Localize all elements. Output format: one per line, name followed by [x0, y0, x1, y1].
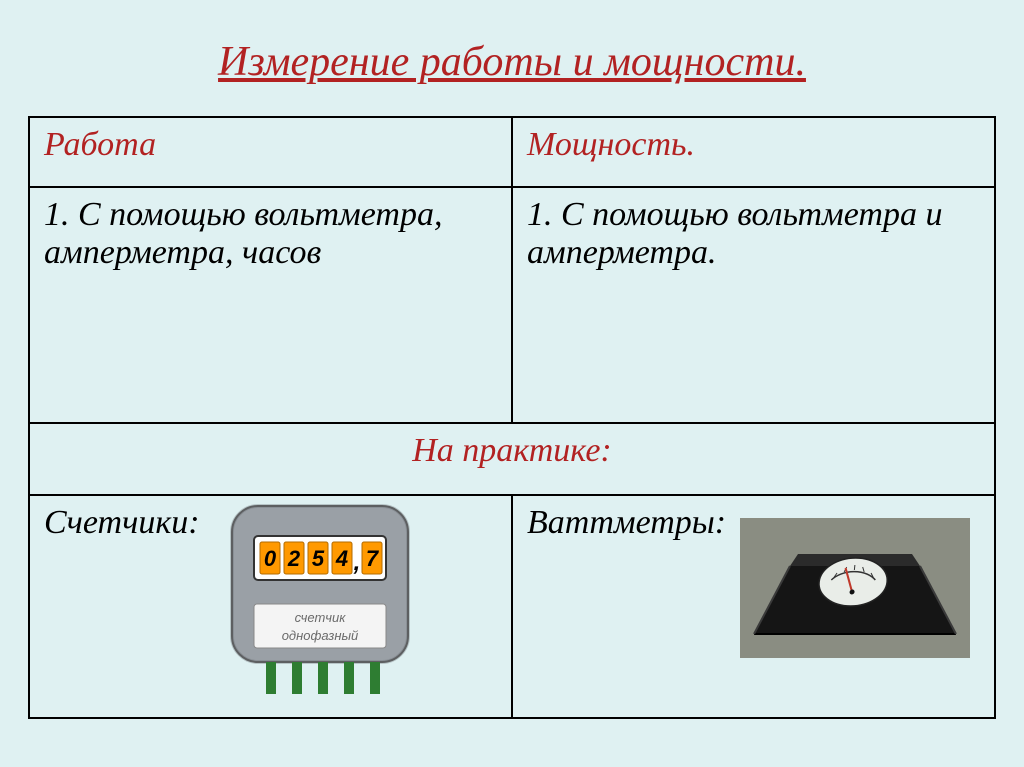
cell-counter: Счетчики: 0 2: [29, 495, 512, 718]
svg-text:5: 5: [311, 546, 324, 571]
measurement-table: Работа Мощность. 1. С помощью вольтметра…: [28, 116, 996, 719]
practice-label: На практике:: [29, 423, 995, 495]
cell-wattmeter: Ваттметры:: [512, 495, 995, 718]
counter-icon: 0 2 5 4 , 7: [210, 500, 430, 709]
wattmeter-icon: [740, 518, 970, 667]
table-header-row: Работа Мощность.: [29, 117, 995, 187]
col-header-left: Работа: [29, 117, 512, 187]
col-header-right: Мощность.: [512, 117, 995, 187]
svg-text:4: 4: [334, 546, 347, 571]
cell-power-method: 1. С помощью вольтметра и амперметра.: [512, 187, 995, 423]
page-title: Измерение работы и мощности.: [28, 38, 996, 86]
cell-work-method: 1. С помощью вольтметра, амперметра, час…: [29, 187, 512, 423]
table-practice-row: На практике:: [29, 423, 995, 495]
table-devices-row: Счетчики: 0 2: [29, 495, 995, 718]
svg-text:однофазный: однофазный: [281, 628, 358, 643]
svg-text:0: 0: [263, 546, 276, 571]
counter-label: Счетчики:: [44, 504, 210, 542]
svg-text:2: 2: [286, 546, 300, 571]
svg-text:счетчик: счетчик: [294, 610, 346, 625]
wattmeter-label: Ваттметры:: [527, 504, 740, 542]
svg-text:7: 7: [365, 546, 379, 571]
table-text-row: 1. С помощью вольтметра, амперметра, час…: [29, 187, 995, 423]
svg-text:,: ,: [352, 549, 360, 576]
